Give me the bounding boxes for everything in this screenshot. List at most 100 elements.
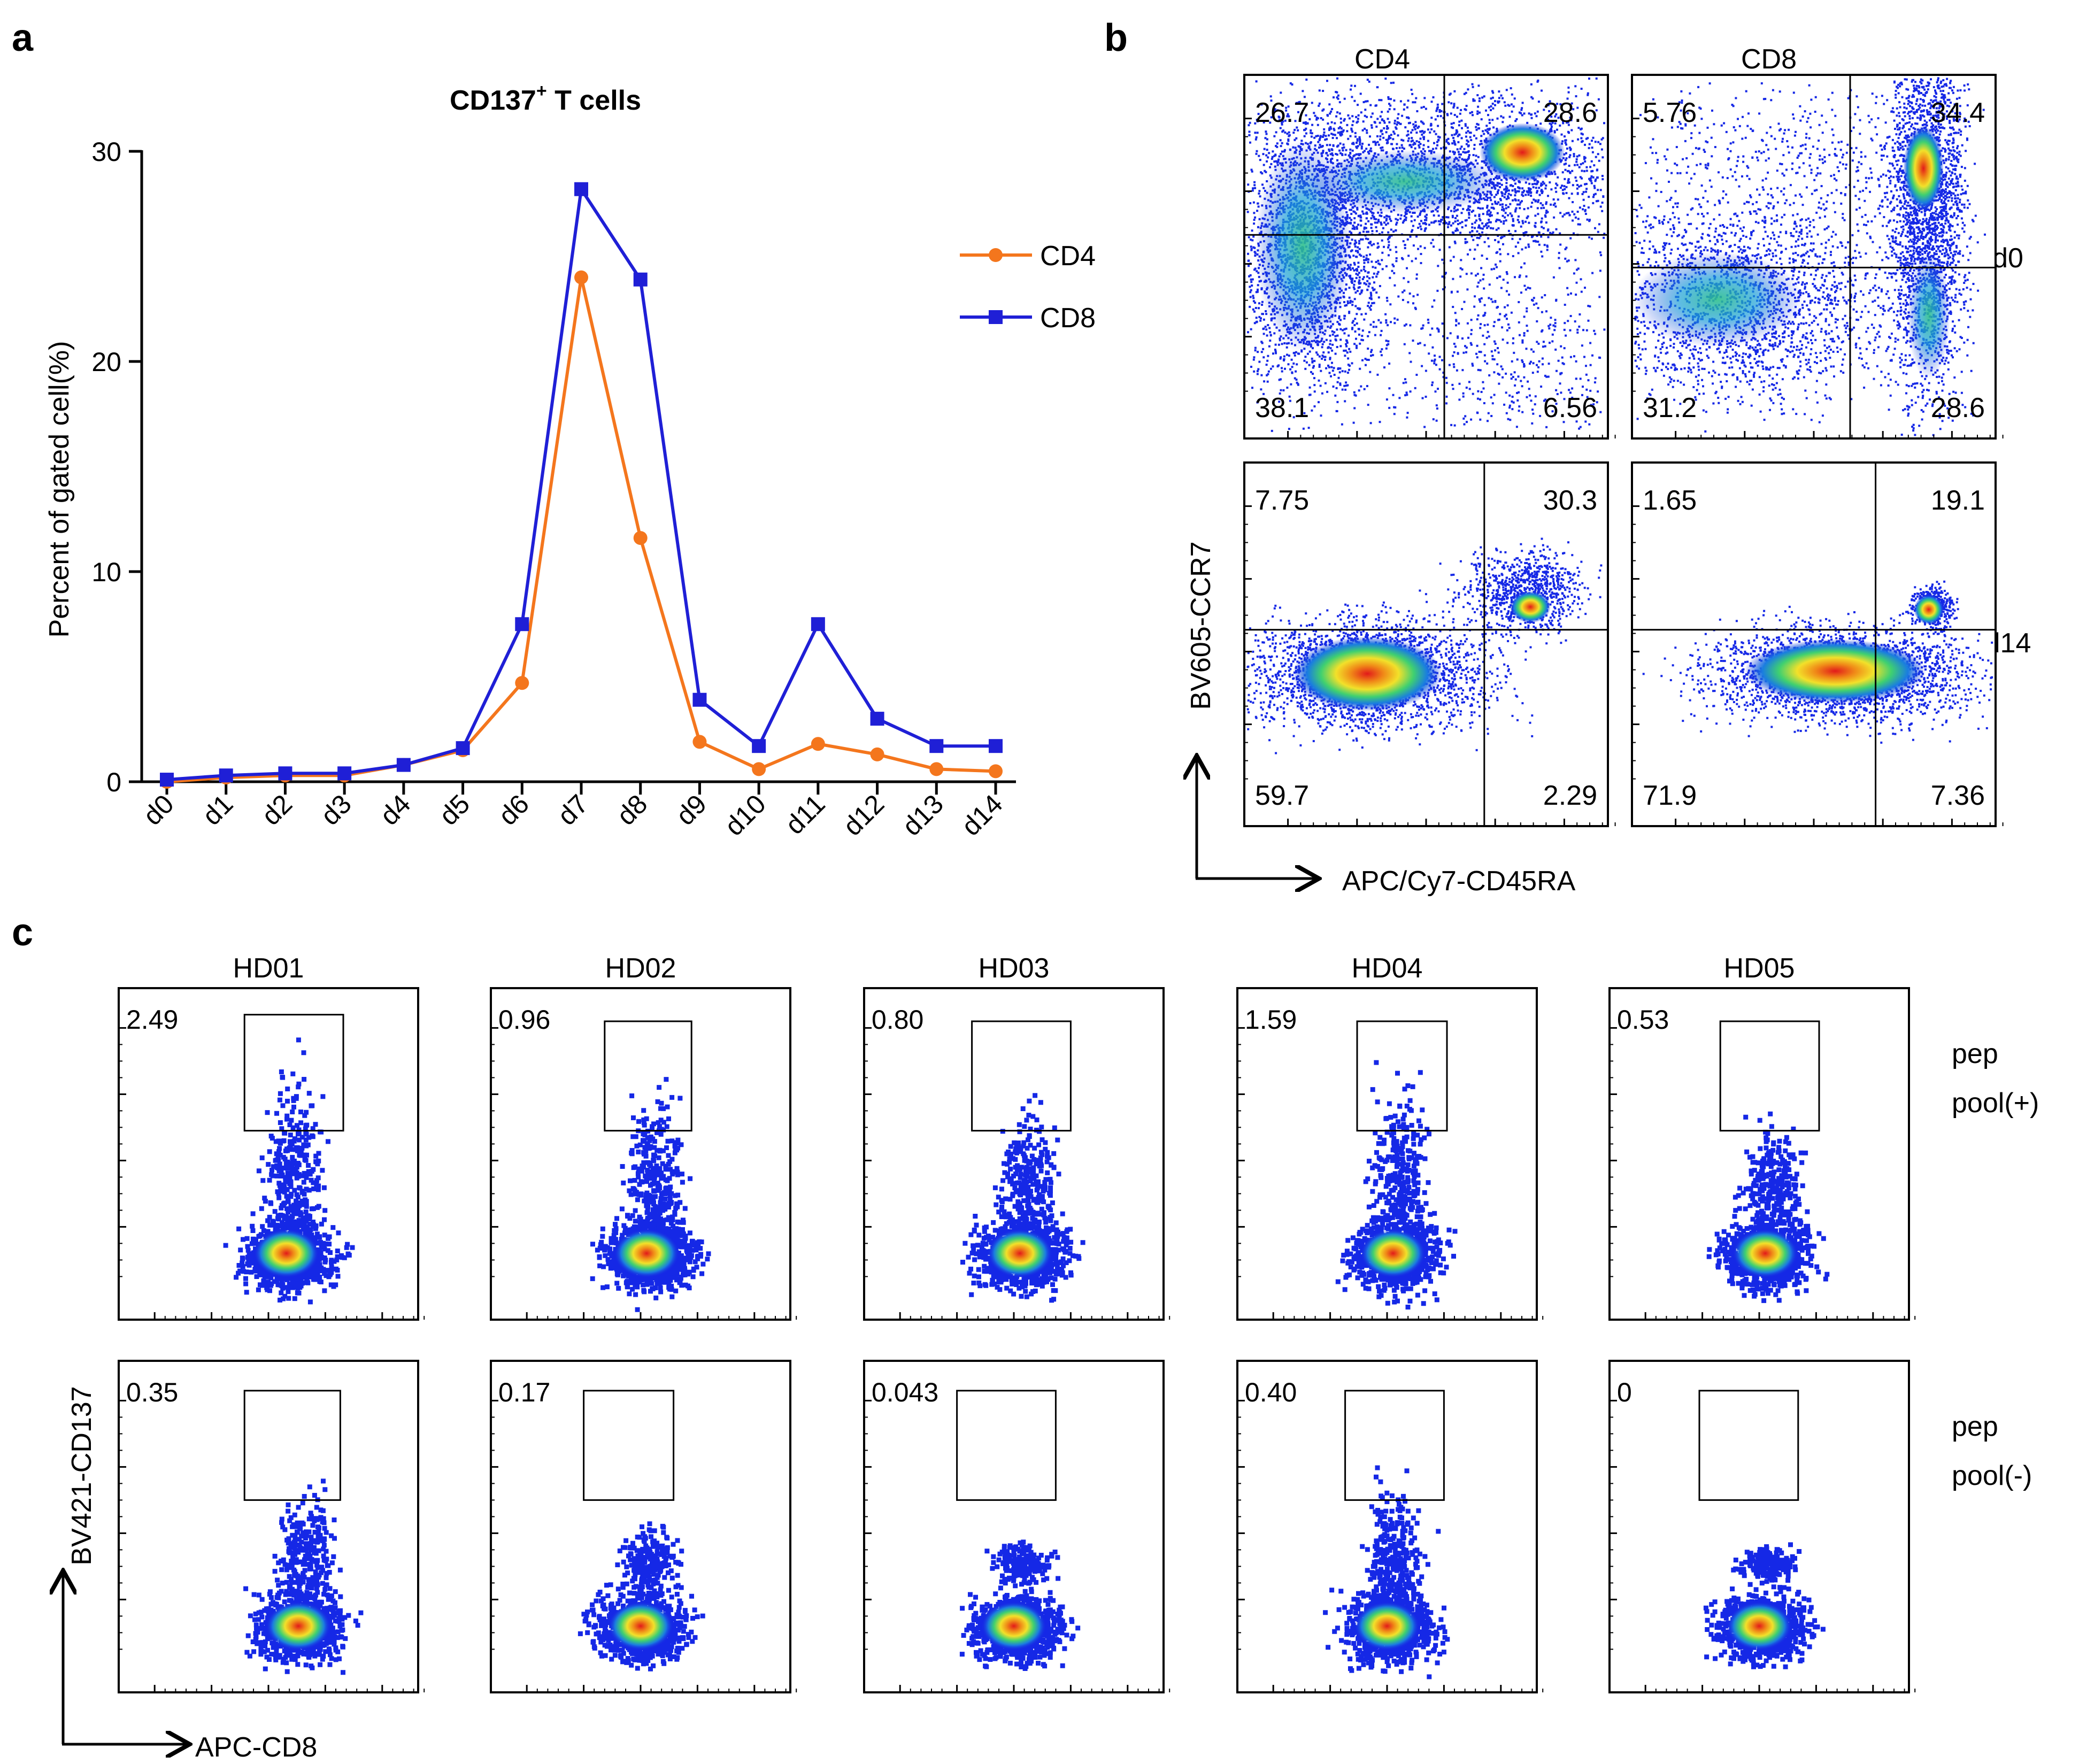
y-ticks: 0 10 20 30 [91,137,142,797]
gate-box [243,1390,341,1501]
quadrant-value-upper-right: 28.6 [1543,97,1597,128]
gated-plot-hd04: 0.40 [1236,1360,1544,1693]
gated-plot-hd04: 1.59 [1236,987,1544,1321]
gate-percentage: 0.17 [498,1377,550,1407]
data-point-cd4 [870,747,884,761]
data-point-cd8 [752,739,766,753]
data-point-cd4 [752,762,766,776]
data-point-cd4 [811,737,825,751]
density-core [1727,1602,1791,1650]
gate-box [1356,1020,1448,1132]
panel-label-c: c [12,911,33,954]
series-layer [160,182,1003,789]
legend-label-cd4: CD4 [1040,241,1096,272]
column-label-cd4: CD4 [1354,44,1410,75]
x-tick-label: d11 [780,789,831,840]
gate-box [1344,1390,1445,1501]
x-tick-label: d7 [552,789,594,831]
gated-plot-hd01: 0.35 [118,1360,425,1693]
quadrant-plots: CD4 CD8 d0 d14 BV605-CCR7 APC/Cy7-CD45RA… [1185,44,2031,897]
gated-plot-hd01: 2.49 [118,987,425,1321]
y-tick-label: 10 [91,557,121,587]
data-point-cd8 [929,739,944,753]
gate-box [604,1020,692,1132]
x-tick-label: d0 [137,789,180,831]
quadrant-value-lower-left: 38.1 [1255,392,1309,423]
quadrant-value-lower-right: 6.56 [1543,392,1597,423]
data-point-cd4 [989,764,1003,779]
quadrant-value-upper-right: 30.3 [1543,485,1597,516]
density-core [1308,150,1501,214]
data-point-cd8 [692,692,707,707]
line-chart: CD137+ T cells Percent of gated cell(%) … [44,81,1096,842]
gate-percentage: 0.53 [1617,1005,1669,1035]
data-point-cd8 [633,272,648,287]
donor-label-hd05: HD05 [1724,953,1795,984]
density-core [1914,595,1944,625]
density-core [614,1229,679,1277]
donor-label-hd01: HD01 [233,953,304,984]
data-point-cd8 [456,741,470,756]
donor-label-hd04: HD04 [1352,953,1423,984]
data-point-cd8 [870,712,884,726]
quadrant-value-lower-right: 28.6 [1931,392,1985,423]
event-dots [1634,148,1951,433]
legend-label-cd8: CD8 [1040,303,1096,334]
y-tick-label: 30 [91,137,121,167]
y-axis-title-cd137: BV421-CD137 [66,1386,97,1565]
event-dots [1731,1542,1802,1586]
event-dots [272,1478,343,1641]
density-core [1292,636,1442,711]
x-tick-label: d5 [433,789,475,831]
data-point-cd8 [574,182,588,196]
quadrant-value-upper-left: 5.76 [1643,97,1697,128]
series-line-cd4 [166,275,996,783]
condition-label-line2: pool(+) [1952,1088,2039,1119]
data-point-cd8 [337,766,352,781]
panel-label-a: a [12,17,34,59]
gated-plot-hd02: 0.17 [490,1360,797,1693]
y-tick-label: 20 [91,347,121,377]
density-core [1355,1602,1419,1650]
event-dots [1732,1111,1810,1274]
column-label-cd8: CD8 [1741,44,1797,75]
event-dots [615,1521,684,1607]
quadrant-plot-cd8-d14: 1.65 19.1 71.9 7.36 [1631,461,2004,827]
quadrant-value-upper-left: 7.75 [1255,485,1309,516]
density-core [254,1229,319,1277]
data-point-cd8 [160,773,174,787]
gated-plot-hd03: 0.80 [863,987,1171,1321]
chart-title: CD137+ T cells [450,81,641,116]
gate-box [1719,1020,1820,1132]
gate-percentage: 0.35 [126,1377,178,1407]
density-core [266,1602,330,1650]
plot-frame [118,1360,419,1693]
gate-percentage: 0 [1617,1377,1632,1407]
data-point-cd8 [989,739,1003,753]
x-tick-label: d6 [492,789,535,831]
quadrant-plot-cd4-d0: 26.7 28.6 38.1 6.56 [1243,74,1616,440]
quadrant-value-upper-right: 34.4 [1931,97,1985,128]
density-core [1361,1229,1426,1277]
y-axis-title: Percent of gated cell(%) [44,341,75,638]
y-tick-label: 0 [106,767,121,797]
quadrant-value-lower-left: 71.9 [1643,780,1697,811]
gate-percentage: 2.49 [126,1005,178,1035]
gate-box [583,1390,675,1501]
condition-label-line1: pep [1952,1411,1998,1442]
gate-percentage: 0.40 [1245,1377,1297,1407]
quadrant-value-lower-right: 2.29 [1543,780,1597,811]
x-tick-label: d12 [837,789,890,842]
gated-plots: HD01 HD02 HD03 HD04 HD05 pep pool(+) pep pool(-… [62,953,2039,1763]
density-core [988,1229,1052,1277]
event-dots [984,1539,1061,1592]
gated-plot-hd05: 0.53 [1608,987,1916,1321]
density-core [1510,591,1551,623]
quadrant-value-lower-left: 59.7 [1255,780,1309,811]
gate-percentage: 0.96 [498,1005,550,1035]
gated-plot-hd02: 0.96 [490,987,797,1321]
density-core [982,1602,1046,1650]
x-tick-label: d13 [896,789,949,842]
data-point-cd4 [515,676,529,690]
